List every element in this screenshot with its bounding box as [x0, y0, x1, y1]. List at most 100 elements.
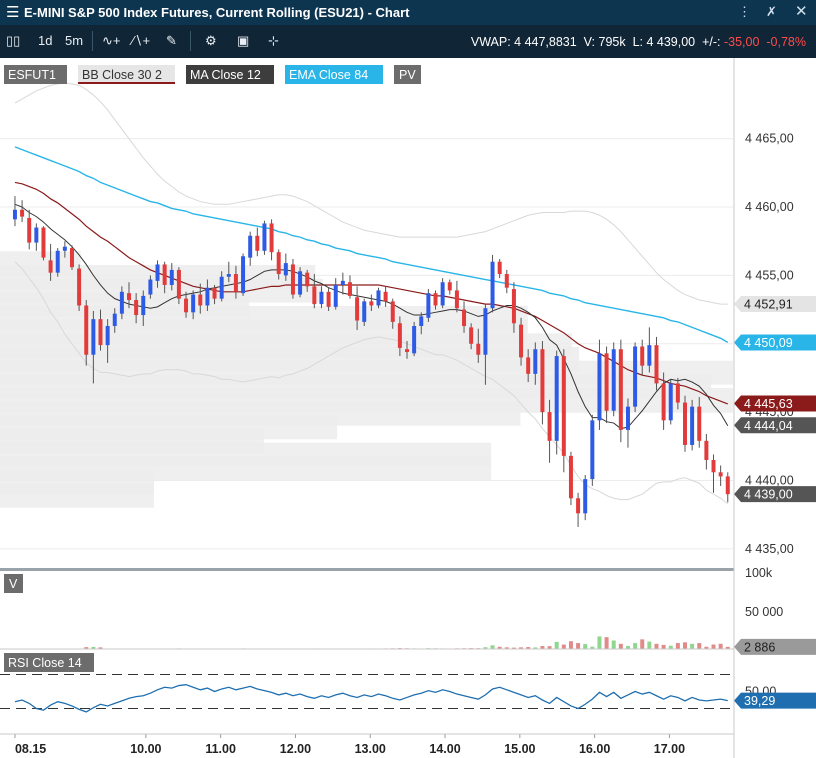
- price-tag-ma: 4 444,04: [734, 417, 816, 434]
- candle: [62, 241, 67, 258]
- volume-bar: [490, 645, 495, 649]
- volume-bar: [633, 643, 638, 649]
- legend-ma: MA Close 12: [190, 68, 261, 82]
- candle: [69, 245, 74, 270]
- legend-pv-chip[interactable]: PV: [394, 65, 421, 84]
- chart-canvas[interactable]: 4 465,004 460,004 455,004 450,004 445,00…: [0, 58, 816, 758]
- price-tag-background: [734, 334, 816, 351]
- candle-body: [319, 291, 324, 305]
- candle: [105, 319, 110, 363]
- candle: [576, 492, 581, 527]
- candle-body: [84, 305, 89, 355]
- toolbar-divider: [92, 31, 93, 51]
- candle-body: [590, 420, 595, 480]
- legend-ema-chip[interactable]: EMA Close 84: [285, 65, 383, 84]
- candle-body: [255, 235, 260, 251]
- time-axis-tick-label: 17.00: [654, 742, 685, 756]
- candle-body: [390, 301, 395, 322]
- legend-symbol-chip[interactable]: ESFUT1: [4, 65, 67, 84]
- add-indicator-icon[interactable]: ∿+: [102, 33, 121, 48]
- legend-bb: BB Close 30 2: [82, 68, 162, 82]
- quote-readout: VWAP: 4 447,8831 V: 795k L: 4 439,00 +/-…: [471, 35, 806, 49]
- candle: [226, 261, 231, 283]
- time-axis-tick-label: 14.00: [429, 742, 460, 756]
- volume-bar: [84, 647, 89, 649]
- price-axis-tick-label: 4 440,00: [745, 473, 794, 487]
- legend-bb-chip[interactable]: BB Close 30 2: [78, 65, 175, 84]
- candle: [568, 451, 573, 506]
- candle-body: [683, 402, 687, 445]
- volume-panel-chip[interactable]: V: [4, 574, 23, 593]
- price-tag-background: [734, 486, 816, 503]
- candle: [504, 269, 509, 294]
- candle-body: [433, 293, 438, 306]
- candle-body: [148, 279, 153, 295]
- candle-body: [640, 346, 645, 366]
- legend-ma-chip[interactable]: MA Close 12: [186, 65, 274, 84]
- candle-body: [198, 294, 203, 306]
- volume-panel-separator[interactable]: [0, 568, 734, 571]
- candle-body: [162, 264, 167, 285]
- bb-upper-band-line: [14, 82, 728, 305]
- candle-body: [675, 383, 680, 403]
- candle-body: [112, 313, 117, 326]
- candle-body: [540, 349, 545, 413]
- interval-5m-button[interactable]: 5m: [65, 33, 84, 48]
- candle-body: [62, 246, 67, 251]
- volume-bar: [718, 643, 723, 649]
- candle: [454, 280, 459, 313]
- add-line-icon[interactable]: ∕∖+: [132, 33, 151, 48]
- candle-body: [597, 353, 602, 421]
- candle: [248, 231, 253, 266]
- price-axis-tick-label: 4 460,00: [745, 200, 794, 214]
- candle-body: [561, 356, 566, 456]
- volume-panel-label: V: [9, 577, 18, 591]
- candle-body: [647, 345, 652, 366]
- interval-1d-button[interactable]: 1d: [38, 33, 53, 48]
- candle: [41, 226, 46, 261]
- candle: [162, 261, 167, 294]
- crosshair-icon[interactable]: ⊹: [268, 33, 279, 48]
- time-axis-tick-label: 16.00: [579, 742, 610, 756]
- candle-body: [633, 346, 638, 407]
- candle-body: [576, 498, 581, 514]
- candle-body: [511, 289, 516, 324]
- candle: [112, 308, 117, 333]
- rsi-panel-chip[interactable]: RSI Close 14: [4, 653, 94, 672]
- candle-body: [355, 297, 360, 321]
- close-icon[interactable]: ✕: [795, 3, 808, 20]
- candle-body: [276, 252, 281, 275]
- candle-body: [376, 290, 381, 306]
- candlestick-type-icon[interactable]: ▯▯: [6, 33, 21, 48]
- candle: [347, 275, 352, 299]
- volume-bar: [618, 643, 623, 649]
- candle-body: [340, 280, 345, 285]
- candle: [597, 339, 602, 430]
- time-axis-tick-label: 11.00: [205, 742, 236, 756]
- menu-icon[interactable]: ☰: [6, 4, 20, 21]
- candle: [511, 282, 516, 333]
- bb-lower-band-line: [14, 261, 729, 505]
- candle: [390, 298, 395, 329]
- candle-body: [440, 282, 445, 306]
- time-axis-tick-label: 12.00: [280, 742, 311, 756]
- volume-bar: [98, 647, 103, 649]
- candle-body: [69, 248, 74, 268]
- candle-body: [497, 261, 502, 275]
- settings-gear-icon[interactable]: ⚙: [205, 33, 217, 48]
- candle-body: [447, 282, 452, 291]
- candle-body: [326, 291, 331, 307]
- layout-icon[interactable]: ▣: [237, 33, 250, 48]
- candle-body: [462, 309, 467, 326]
- unlink-icon[interactable]: ✗: [766, 4, 777, 19]
- draw-pencil-icon[interactable]: ✎: [166, 33, 177, 48]
- candle-body: [547, 412, 552, 441]
- time-axis-tick-label: 15.00: [504, 742, 535, 756]
- volume-bar: [647, 641, 652, 649]
- candle-body: [362, 301, 367, 322]
- price-tag-background: [734, 295, 816, 312]
- more-vertical-icon[interactable]: ⋮: [738, 4, 751, 19]
- candle: [611, 342, 616, 417]
- candle: [640, 339, 645, 376]
- volume-bar: [497, 646, 502, 649]
